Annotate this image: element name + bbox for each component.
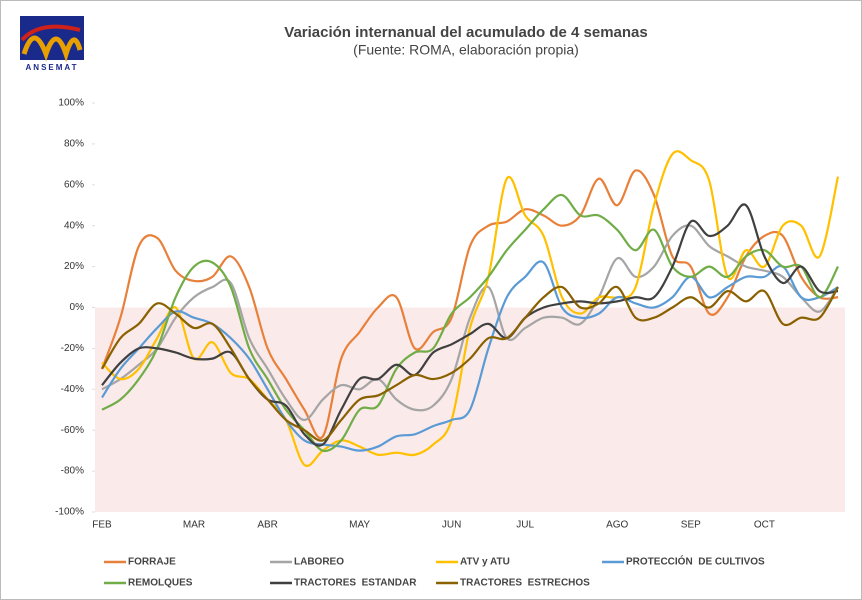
- y-tick-label: -40%: [61, 384, 84, 395]
- y-tick-label: 40%: [64, 220, 84, 231]
- series-line: [101, 260, 839, 452]
- x-tick-label: FEB: [92, 520, 112, 531]
- legend-label: TRACTORES ESTANDAR: [294, 578, 417, 589]
- y-tick-label: 20%: [64, 261, 84, 272]
- legend-label: FORRAJE: [128, 557, 176, 568]
- y-tick-label: 100%: [58, 98, 84, 109]
- x-tick-label: MAY: [349, 520, 370, 531]
- series-line: [100, 169, 839, 440]
- logo-text: ANSEMAT: [26, 63, 79, 72]
- x-tick-label: MAR: [183, 520, 205, 531]
- x-tick-label: OCT: [754, 520, 775, 531]
- y-tick-label: -20%: [61, 343, 84, 354]
- y-tick-label: 60%: [64, 179, 84, 190]
- series-line: [101, 150, 840, 468]
- x-tick-label: AGO: [606, 520, 628, 531]
- logo: ANSEMAT: [20, 16, 84, 72]
- x-tick-label: SEP: [681, 520, 701, 531]
- logo-mark: [21, 35, 83, 63]
- logo-mark: [20, 24, 81, 42]
- x-tick-label: ABR: [257, 520, 278, 531]
- legend-label: TRACTORES ESTRECHOS: [460, 578, 590, 589]
- series-line: [101, 193, 839, 453]
- series-line: [101, 203, 839, 447]
- chart-subtitle: (Fuente: ROMA, elaboración propia): [353, 42, 579, 58]
- x-tick-label: JUN: [442, 520, 461, 531]
- legend-label: ATV y ATU: [460, 557, 510, 568]
- series-line: [101, 285, 839, 442]
- legend-label: PROTECCIÓN DE CULTIVOS: [626, 555, 765, 568]
- y-tick-label: -100%: [55, 507, 84, 518]
- chart-title: Variación internanual del acumulado de 4…: [284, 24, 647, 41]
- legend-label: LABOREO: [294, 557, 344, 568]
- series-line: [101, 224, 839, 422]
- y-tick-label: 0%: [70, 302, 85, 313]
- y-tick-label: 80%: [64, 139, 84, 150]
- legend-label: REMOLQUES: [128, 578, 193, 589]
- y-tick-label: -80%: [61, 466, 84, 477]
- y-tick-label: -60%: [61, 425, 84, 436]
- x-tick-label: JUL: [516, 520, 534, 531]
